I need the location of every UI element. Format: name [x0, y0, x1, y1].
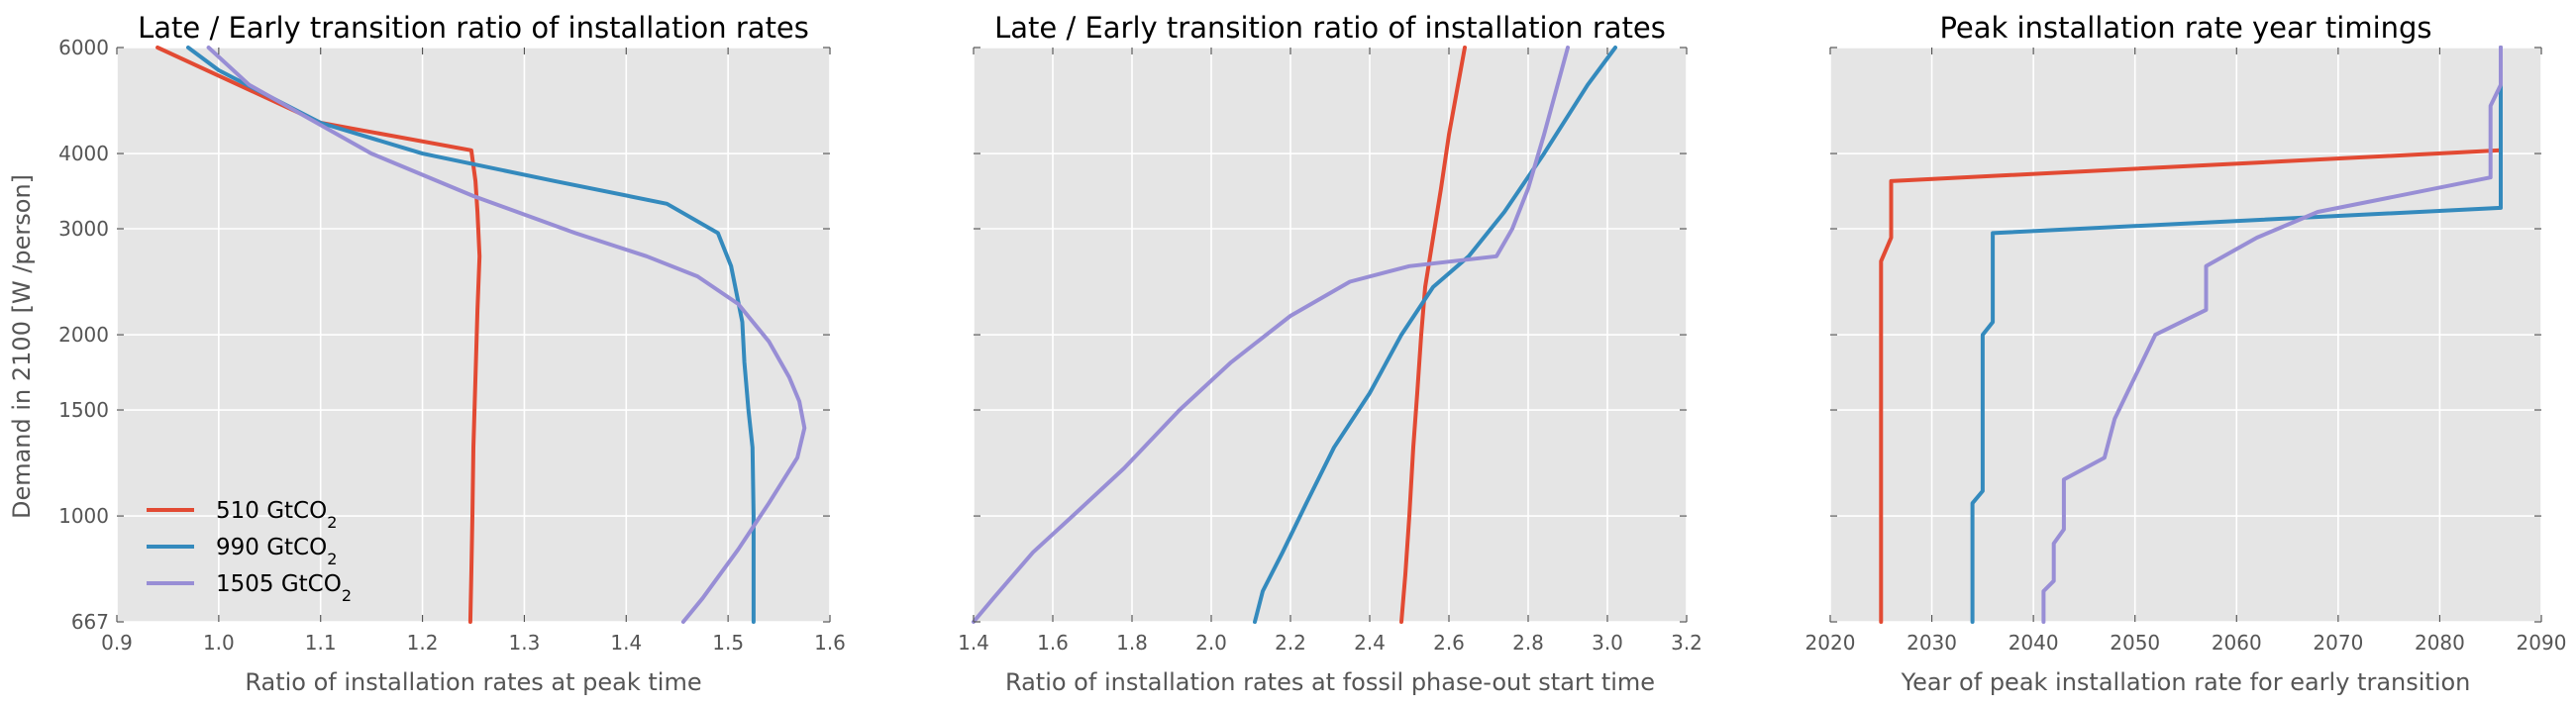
- y-tick-label: 2000: [58, 323, 109, 347]
- legend-entry-label: 990 GtCO2: [216, 535, 337, 568]
- x-tick-label: 1.6: [814, 631, 846, 655]
- y-tick-label: 4000: [58, 142, 109, 165]
- chart-panel-1: 0.9 1.0 1.1 1.2 1.3 1.4 1.5 1.6 667 1000 1500 2000 3…: [58, 11, 846, 696]
- x-tick-label: 2030: [1906, 631, 1957, 655]
- x-tick-label: 1.5: [712, 631, 744, 655]
- x-tick-label: 1.3: [509, 631, 541, 655]
- series-line-510: [1399, 46, 1467, 624]
- y-axis-label: Demand in 2100 [W /person]: [8, 174, 36, 519]
- x-tick-label: 1.8: [1116, 631, 1148, 655]
- x-tick-label: 2.2: [1275, 631, 1306, 655]
- legend-entry-label: 1505 GtCO2: [216, 571, 352, 605]
- x-tick-label: 1.6: [1037, 631, 1069, 655]
- x-tick-label: 1.1: [305, 631, 337, 655]
- x-tick-label: 3.2: [1671, 631, 1702, 655]
- chart-panel-2: 1.4 1.6 1.8 2.0 2.2 2.4 2.6 2.8 3.0 3.2 Late / Ear…: [958, 11, 1702, 696]
- series-line-990: [186, 46, 756, 624]
- x-tick-label: 2070: [2313, 631, 2363, 655]
- chart-title: Peak installation rate year timings: [1939, 11, 2431, 45]
- x-tick-label: 2050: [2110, 631, 2160, 655]
- y-tick-label: 1500: [58, 398, 109, 422]
- x-tick-label: 1.4: [958, 631, 989, 655]
- y-tick-label: 3000: [58, 217, 109, 241]
- legend-subscript: 2: [327, 550, 337, 568]
- x-tick-label: 2.0: [1195, 631, 1227, 655]
- legend-subscript: 2: [342, 586, 352, 605]
- x-axis-label: Ratio of installation rates at peak time: [245, 668, 701, 696]
- x-axis-label: Ratio of installation rates at fossil ph…: [1005, 668, 1655, 696]
- x-tick-label: 2.8: [1512, 631, 1544, 655]
- x-tick-label: 1.0: [203, 631, 235, 655]
- x-tick-label: 2090: [2517, 631, 2567, 655]
- y-tick-label: 1000: [58, 504, 109, 528]
- x-tick-label: 1.4: [610, 631, 642, 655]
- x-tick-label: 0.9: [101, 631, 133, 655]
- x-axis-label: Year of peak installation rate for early…: [1901, 668, 2471, 696]
- x-tick-label: 3.0: [1592, 631, 1623, 655]
- legend-entry-label: 510 GtCO2: [216, 498, 337, 532]
- series-line-990: [1970, 46, 2503, 624]
- series-line-1505: [206, 46, 807, 624]
- y-tick-label: 667: [71, 610, 109, 634]
- x-tick-label: 1.2: [407, 631, 439, 655]
- chart-panel-3: 2020 2030 2040 2050 2060 2070 2080 2090 Peak ins…: [1805, 11, 2567, 696]
- series-line-1505: [972, 46, 1570, 624]
- series-line-990: [1253, 46, 1617, 624]
- series-line-1505: [2041, 46, 2503, 624]
- x-tick-label: 2020: [1805, 631, 1856, 655]
- series-line-510: [155, 46, 482, 624]
- y-tick-label: 6000: [58, 36, 109, 59]
- x-tick-label: 2.4: [1354, 631, 1386, 655]
- x-tick-label: 2040: [2009, 631, 2059, 655]
- x-tick-label: 2.6: [1433, 631, 1465, 655]
- x-tick-label: 2080: [2415, 631, 2465, 655]
- chart-title: Late / Early transition ratio of install…: [138, 11, 809, 45]
- x-tick-label: 2060: [2212, 631, 2262, 655]
- legend-subscript: 2: [327, 513, 337, 532]
- chart-title: Late / Early transition ratio of install…: [994, 11, 1666, 45]
